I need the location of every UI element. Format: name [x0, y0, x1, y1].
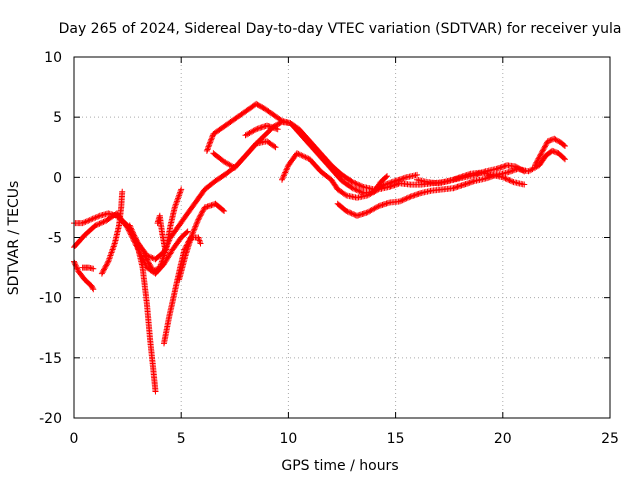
chart-title: Day 265 of 2024, Sidereal Day-to-day VTE… — [59, 21, 622, 37]
axis-ticks: 0 5 10 15 20 25 -20 -15 -10 -5 0 5 10 — [39, 50, 619, 447]
data-points — [71, 100, 568, 395]
x-tick-label: 0 — [70, 431, 79, 447]
x-tick-label: 10 — [279, 431, 297, 447]
series-track-12 — [210, 138, 279, 171]
point-markers — [79, 264, 97, 272]
series-track-5 — [98, 188, 126, 277]
series-track-17 — [532, 135, 568, 169]
point-markers — [126, 222, 159, 395]
y-tick-label: -5 — [48, 231, 62, 247]
point-markers — [532, 135, 568, 169]
y-tick-label: -20 — [39, 411, 62, 427]
point-markers — [176, 200, 228, 283]
point-markers — [414, 169, 528, 188]
y-tick-label: 0 — [53, 170, 62, 186]
series-track-8 — [154, 212, 169, 253]
x-tick-label: 20 — [494, 431, 512, 447]
y-tick-label: -10 — [39, 291, 62, 307]
y-tick-label: 5 — [53, 110, 62, 126]
y-tick-label: -15 — [39, 351, 62, 367]
point-markers — [210, 138, 279, 171]
series-track-16 — [414, 169, 528, 188]
x-axis-label: GPS time / hours — [281, 458, 398, 474]
series-track-10 — [176, 200, 228, 283]
x-tick-label: 25 — [601, 431, 619, 447]
x-tick-label: 5 — [177, 431, 186, 447]
series-track-4 — [79, 264, 97, 272]
point-markers — [154, 212, 169, 253]
series-track-13 — [242, 122, 281, 139]
y-tick-label: 10 — [44, 50, 62, 66]
series-track-6 — [126, 222, 159, 395]
y-axis-label: SDTVAR / TECUs — [6, 181, 22, 296]
point-markers — [98, 188, 126, 277]
x-tick-label: 15 — [387, 431, 405, 447]
point-markers — [242, 122, 281, 139]
